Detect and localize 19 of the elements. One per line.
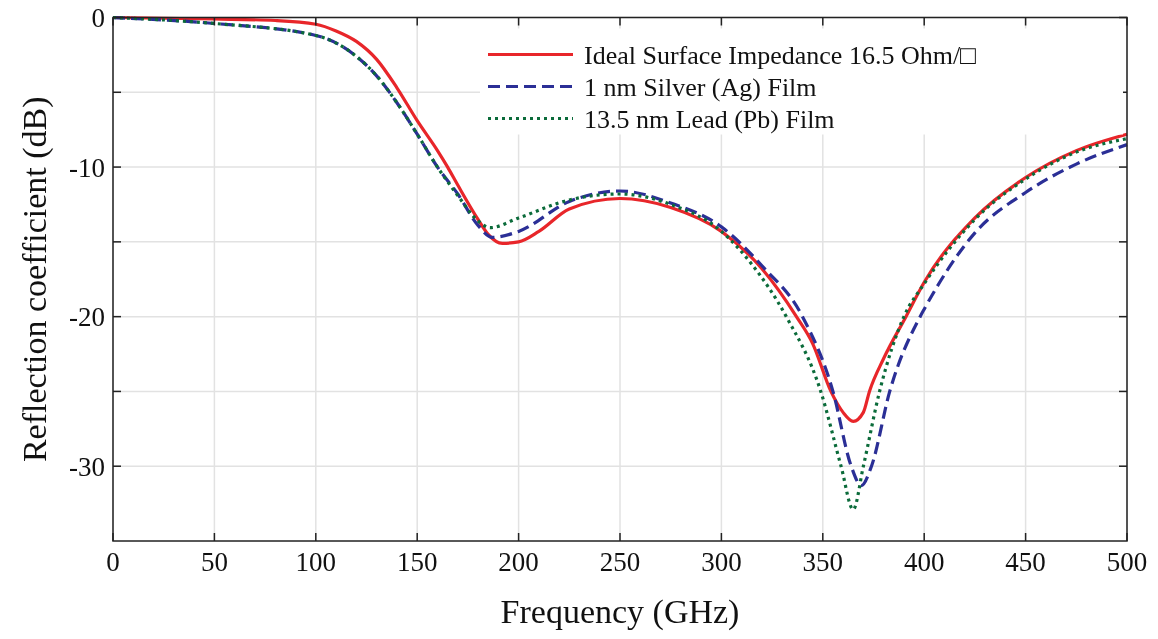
x-tick-label: 500	[1106, 547, 1148, 577]
x-tick-label: 50	[200, 547, 228, 577]
y-tick-label: -20	[69, 302, 105, 333]
x-tick-label: 400	[903, 547, 945, 577]
y-axis-title: Reflection coefficient (dB)	[16, 96, 54, 463]
x-tick-label: 300	[701, 547, 742, 577]
x-tick-label: 350	[802, 547, 844, 577]
legend-label: 1 nm Silver (Ag) Film	[584, 72, 817, 102]
x-tick-label: 250	[599, 547, 641, 577]
x-tick-label: 150	[396, 547, 438, 577]
y-tick-label: -30	[69, 451, 105, 482]
y-tick-label: 0	[91, 2, 105, 33]
x-tick-label: 450	[1005, 547, 1046, 577]
legend-label: Ideal Surface Impedance 16.5 Ohm/□	[584, 40, 977, 70]
x-axis-title: Frequency (GHz)	[500, 593, 740, 631]
x-tick-label: 200	[498, 547, 539, 577]
x-tick-label: 100	[295, 547, 337, 577]
y-tick-label: -10	[69, 152, 105, 183]
legend-label: 13.5 nm Lead (Pb) Film	[584, 104, 835, 134]
